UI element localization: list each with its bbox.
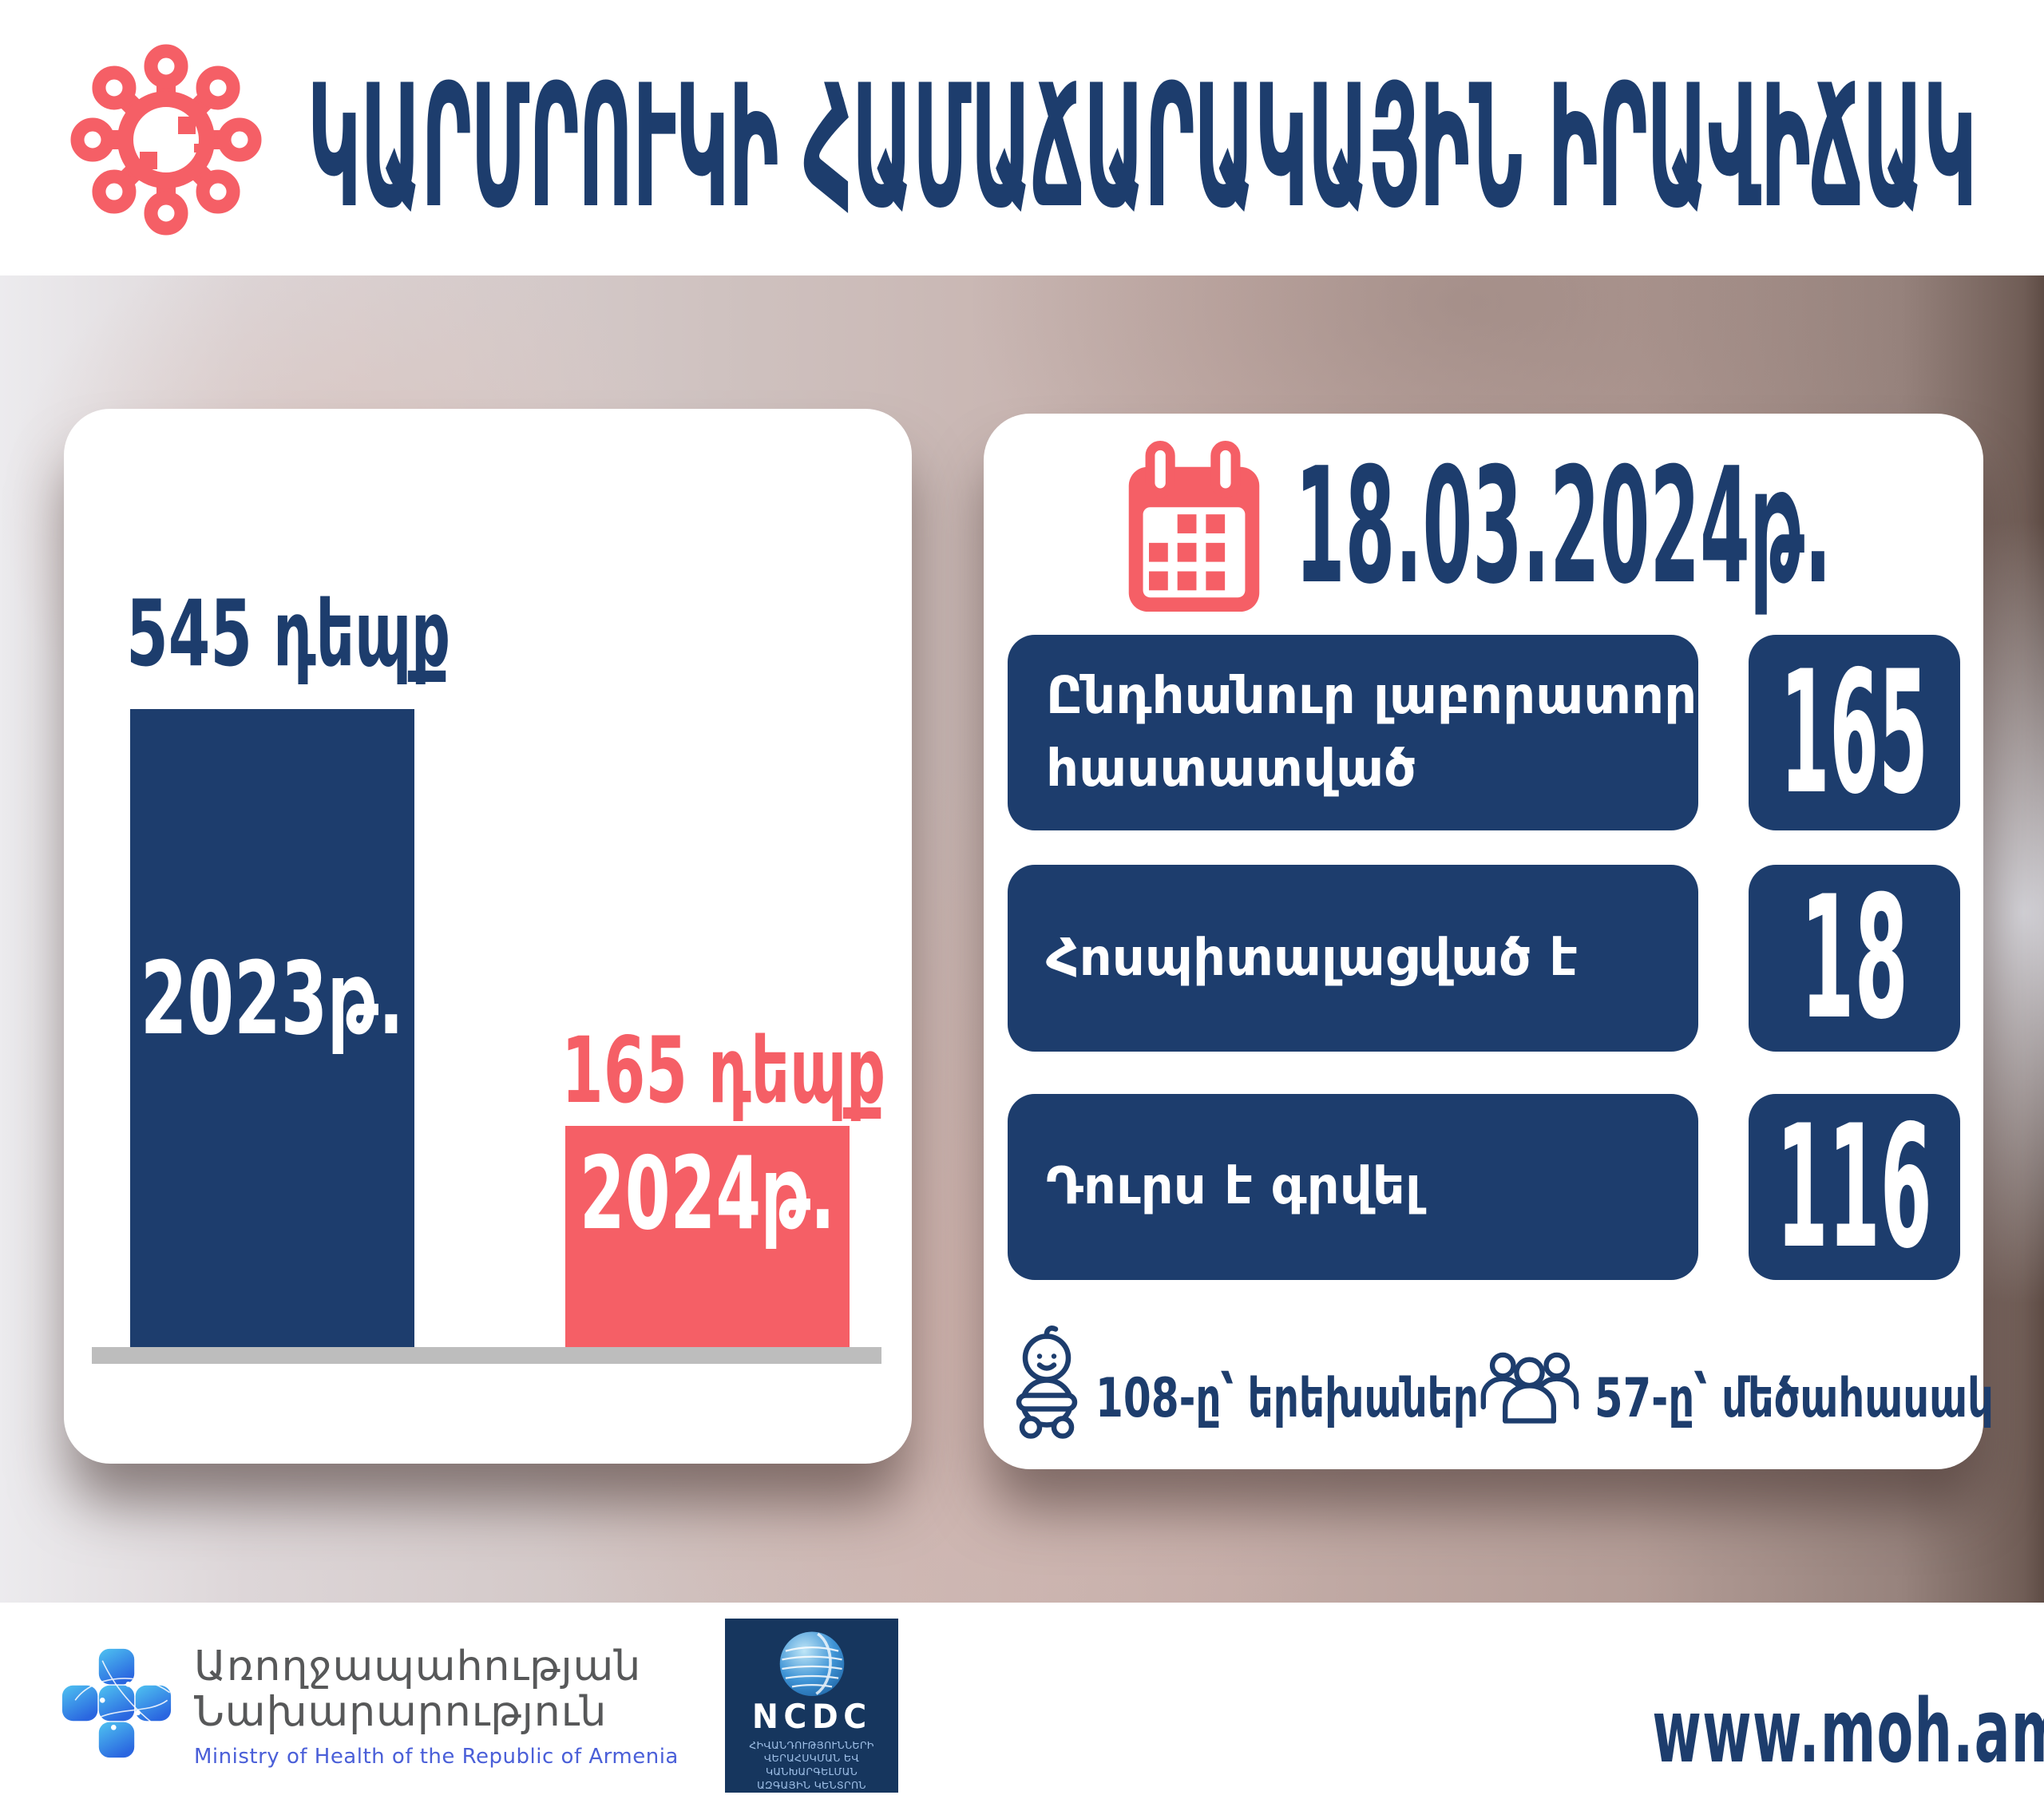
bar-2024: 2024թ.: [565, 1126, 850, 1347]
chart-baseline: [92, 1347, 881, 1364]
page-title: ԿԱՐՄՐՈՒԿԻ ՀԱՄԱՃԱՐԱԿԱՅԻՆ ԻՐԱՎԻՃԱԿ: [307, 48, 1977, 245]
daily-stats-card: 18.03.2024թ. Ընդհանուր լաբորատոր հաստատվ…: [984, 414, 1994, 1469]
moh-name-line1: Առողջապահության: [194, 1643, 642, 1690]
website-url: www.moh.am: [1652, 1680, 2044, 1782]
people-icon: [1480, 1352, 1579, 1424]
calendar-icon: [1128, 441, 1260, 612]
stat-label-hospitalized: Հոսպիտալացված է: [1008, 865, 1698, 1052]
ncdc-globe-icon: [779, 1631, 844, 1697]
moh-name-line2: Նախարարություն: [194, 1688, 608, 1737]
footer-band: Առողջապահության Նախարարություն Ministry …: [0, 1603, 2044, 1807]
bar-value-label-2024: 165 դեպք: [561, 1017, 885, 1123]
moh-logo: [61, 1648, 172, 1758]
stat-value-confirmed: 165: [1749, 635, 1960, 830]
cases-comparison-chart-card: 545 դեպք 2023թ. 165 դեպք 2024թ.: [64, 409, 912, 1464]
bar-value-label-2023: 545 դեպք: [126, 581, 450, 687]
stat-label-confirmed: Ընդհանուր լաբորատոր հաստատված: [1008, 635, 1698, 830]
stat-label-discharged: Դուրս է գրվել: [1008, 1094, 1698, 1280]
bar-category-label-2023: 2023թ.: [141, 940, 405, 1057]
bar-category-label-2024: 2024թ.: [580, 1135, 836, 1252]
virus-icon: [70, 44, 262, 236]
baby-icon: [1016, 1326, 1078, 1439]
ncdc-acronym: NCDC: [751, 1696, 872, 1736]
stat-value-discharged: 116: [1749, 1094, 1960, 1280]
header-band: ԿԱՐՄՐՈՒԿԻ ՀԱՄԱՃԱՐԱԿԱՅԻՆ ԻՐԱՎԻՃԱԿ: [0, 0, 2044, 275]
ncdc-full-name: ՀԻՎԱՆԴՈՒԹՅՈՒՆՆԵՐԻ ՎԵՐԱՀՍԿՄԱՆ ԵՎ ԿԱՆԽԱՐԳԵ…: [749, 1738, 874, 1792]
stat-value-hospitalized: 18: [1749, 865, 1960, 1052]
moh-text-block: Առողջապահության Նախարարություն Ministry …: [194, 1643, 679, 1769]
report-date: 18.03.2024թ.: [1295, 434, 1832, 620]
adults-count-text: 57-ը՝ մեծահասակ: [1594, 1367, 1994, 1430]
children-count-text: 108-ը՝ երեխաներ: [1095, 1367, 1479, 1430]
ncdc-logo: NCDC ՀԻՎԱՆԴՈՒԹՅՈՒՆՆԵՐԻ ՎԵՐԱՀՍԿՄԱՆ ԵՎ ԿԱՆ…: [725, 1619, 898, 1793]
moh-name-english: Ministry of Health of the Republic of Ar…: [194, 1745, 679, 1769]
bar-2023: 2023թ.: [130, 709, 414, 1347]
